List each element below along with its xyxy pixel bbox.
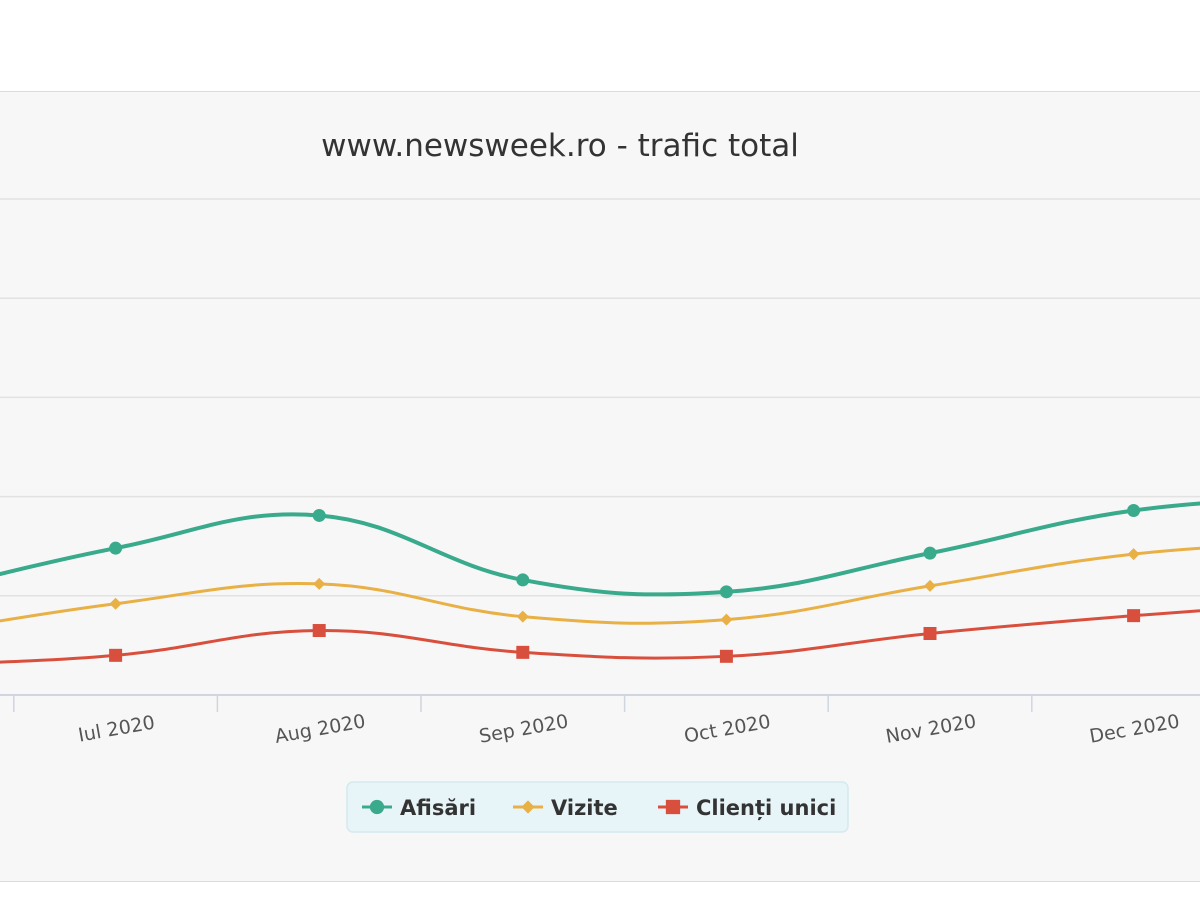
data-point[interactable] — [312, 508, 326, 522]
series-afisari — [0, 501, 1200, 599]
series-line — [0, 501, 1200, 597]
series-line — [0, 609, 1200, 664]
data-point[interactable] — [1127, 503, 1141, 517]
x-tick-label: Iul 2020 — [77, 712, 157, 747]
x-tick-label: Dec 2020 — [1088, 710, 1182, 747]
x-tick-label: Sep 2020 — [477, 710, 570, 747]
x-tick-label: Oct 2020 — [682, 711, 772, 748]
legend-label: Afisări — [400, 796, 476, 820]
series-clienti-unici — [0, 609, 1200, 664]
data-point[interactable] — [109, 541, 123, 555]
legend-item-vizite[interactable]: Vizite — [513, 796, 618, 820]
data-point[interactable] — [516, 573, 530, 587]
series-layer — [0, 501, 1200, 664]
data-point[interactable] — [109, 648, 123, 662]
chart-panel: www.newsweek.ro - trafic total Iul 2020 A… — [0, 91, 1200, 882]
line-chart: www.newsweek.ro - trafic total Iul 2020 A… — [0, 128, 1200, 833]
x-axis: Iul 2020 Aug 2020 Sep 2020 Oct 2020 Nov 2020… — [0, 694, 1200, 748]
data-point[interactable] — [109, 597, 122, 610]
legend-marker[interactable] — [665, 799, 681, 815]
legend-box — [346, 781, 849, 833]
legend-label: Clienți unici — [696, 796, 836, 821]
legend-label: Vizite — [551, 796, 618, 820]
data-point[interactable] — [1127, 609, 1141, 623]
series-vizite — [0, 546, 1200, 626]
data-point[interactable] — [923, 546, 937, 560]
data-point[interactable] — [313, 577, 326, 590]
data-point[interactable] — [1127, 548, 1140, 561]
data-point[interactable] — [719, 585, 733, 599]
data-point[interactable] — [516, 645, 530, 659]
chart-title: www.newsweek.ro - trafic total — [321, 128, 799, 164]
data-point[interactable] — [924, 579, 936, 592]
data-point[interactable] — [720, 613, 733, 626]
data-point[interactable] — [719, 649, 733, 663]
legend[interactable]: Afisări Vizite Clienți unici — [346, 781, 849, 833]
grid-lines — [0, 198, 1200, 597]
series-line — [0, 546, 1200, 625]
data-point[interactable] — [923, 626, 937, 640]
x-tick-label: Aug 2020 — [273, 710, 367, 748]
legend-marker[interactable] — [369, 799, 385, 815]
legend-item-afisari[interactable]: Afisări — [362, 796, 476, 820]
legend-marker[interactable] — [521, 800, 535, 814]
data-point[interactable] — [516, 610, 529, 623]
legend-item-clienti-unici[interactable]: Clienți unici — [658, 796, 836, 821]
data-point[interactable] — [312, 624, 326, 638]
x-tick-label: Nov 2020 — [884, 710, 978, 748]
